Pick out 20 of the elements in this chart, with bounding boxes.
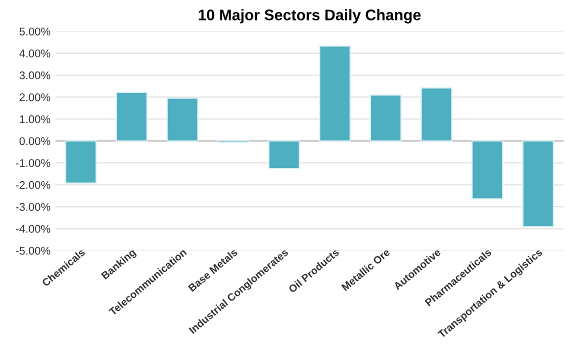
bar <box>472 140 504 200</box>
y-tick-label: 5.00% <box>20 28 50 36</box>
y-tick-label: -1.00% <box>16 159 50 167</box>
bar <box>420 87 452 142</box>
bar <box>116 92 148 142</box>
y-tick-label: 2.00% <box>20 93 50 102</box>
y-tick-label: 1.00% <box>20 115 50 124</box>
chart-title: 10 Major Sectors Daily Change <box>198 9 421 24</box>
y-tick-label: -4.00% <box>16 224 50 233</box>
y-tick-label: 3.00% <box>20 71 50 80</box>
bar <box>522 140 554 228</box>
bar <box>268 140 300 170</box>
y-tick-label: -2.00% <box>16 181 50 189</box>
bar <box>65 140 97 184</box>
bar <box>370 94 402 142</box>
bar <box>319 45 351 142</box>
y-tick-label: -3.00% <box>16 202 50 211</box>
y-tick-label: 4.00% <box>19 50 50 58</box>
bar <box>166 98 198 142</box>
y-tick-label: 0.00% <box>20 137 50 146</box>
